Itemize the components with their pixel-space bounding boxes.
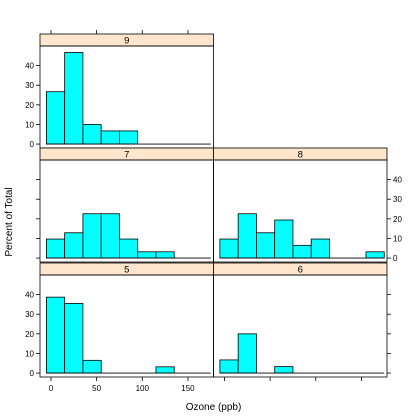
bar-8-4 — [292, 244, 312, 259]
bar-8-8 — [365, 251, 385, 259]
x-tick-label-100: 100 — [136, 384, 150, 393]
y-tick-label-r2-0: 0 — [30, 369, 35, 378]
y-tick-label-r2-30: 30 — [25, 310, 34, 319]
y-tick-label-r0-40: 40 — [25, 62, 34, 71]
strip-label-7: 7 — [124, 150, 129, 161]
strip-label-5: 5 — [124, 265, 129, 276]
x-axis-label: Ozone (ppb) — [186, 402, 242, 413]
bar-5-6 — [155, 366, 175, 374]
bar-8-3 — [274, 219, 294, 259]
bar-7-5 — [137, 251, 157, 259]
bar-8-0 — [219, 238, 239, 259]
strip-label-9: 9 — [124, 36, 129, 47]
frame-6 — [213, 274, 388, 378]
bar-7-4 — [119, 238, 139, 259]
bar-6-0 — [219, 359, 239, 374]
bar-7-2 — [82, 213, 102, 259]
strip-label-8: 8 — [298, 150, 303, 161]
y-tick-label-r0-30: 30 — [25, 81, 34, 90]
bar-7-6 — [155, 251, 175, 259]
frame-8 — [213, 159, 388, 263]
y-tick-label-r0-10: 10 — [25, 120, 34, 129]
bar-9-0 — [45, 91, 66, 145]
x-tick-label-50: 50 — [92, 384, 101, 393]
bar-9-4 — [119, 130, 139, 145]
x-tick-label-150: 150 — [181, 384, 195, 393]
bar-8-1 — [237, 213, 257, 259]
bar-5-0 — [45, 296, 66, 374]
bar-7-3 — [100, 213, 120, 259]
panel-8: 8 — [213, 147, 388, 263]
y-tick-label-right-r1-10: 10 — [393, 234, 402, 243]
y-tick-label-right-r1-40: 40 — [393, 176, 402, 185]
x-tick-label-0: 0 — [49, 384, 54, 393]
y-tick-label-r2-10: 10 — [25, 349, 34, 358]
bar-9-3 — [100, 130, 120, 145]
panel-5: 5 — [39, 262, 214, 378]
bar-5-2 — [82, 359, 102, 374]
bar-9-1 — [64, 52, 84, 145]
y-tick-label-right-r1-0: 0 — [393, 254, 398, 263]
y-tick-label-right-r1-20: 20 — [393, 215, 402, 224]
bar-7-1 — [64, 232, 84, 259]
y-tick-label-right-r1-30: 30 — [393, 195, 402, 204]
bar-9-2 — [82, 124, 102, 145]
bar-8-5 — [310, 238, 330, 259]
panels-layer: 9 7 8 5 6 — [39, 33, 388, 378]
panel-7: 7 — [39, 147, 214, 263]
strip-label-6: 6 — [298, 265, 303, 276]
bar-7-0 — [45, 238, 66, 259]
panel-9: 9 — [39, 33, 214, 149]
y-axis-label: Percent of Total — [4, 187, 15, 256]
y-tick-label-r0-20: 20 — [25, 101, 34, 110]
bar-6-1 — [237, 333, 257, 374]
panel-6: 6 — [213, 262, 388, 378]
axes-layer: 0 10 20 30 40 0 10 20 30 40 0 10 20 30 40 0 50 100 150 — [25, 30, 402, 393]
bar-6-3 — [274, 366, 294, 374]
bar-8-2 — [256, 232, 276, 259]
y-tick-label-r0-0: 0 — [30, 140, 35, 149]
y-tick-label-r2-40: 40 — [25, 291, 34, 300]
y-tick-label-r2-20: 20 — [25, 330, 34, 339]
bar-5-1 — [64, 303, 84, 374]
